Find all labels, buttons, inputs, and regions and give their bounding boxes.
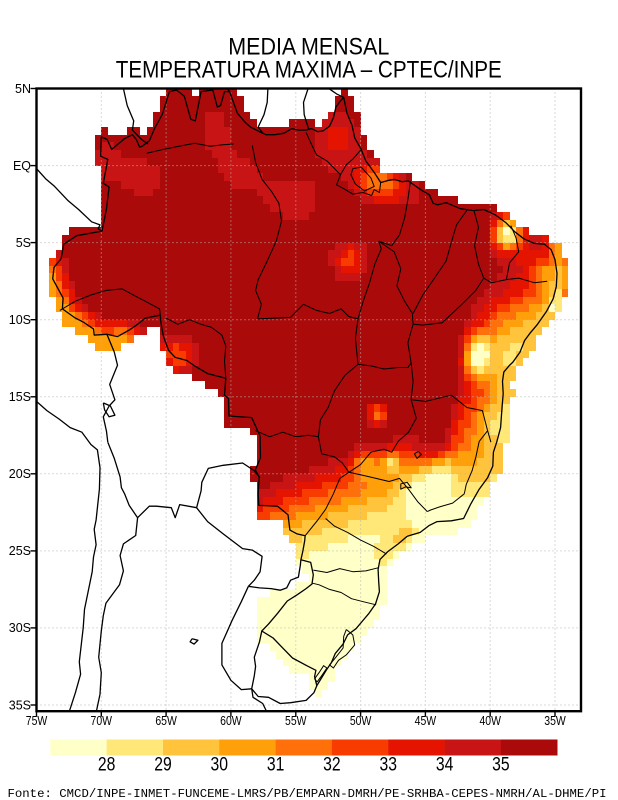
svg-text:35: 35 [492,754,510,776]
svg-text:5N: 5N [15,82,31,96]
svg-text:40W: 40W [479,714,501,728]
svg-text:30: 30 [211,754,229,776]
svg-text:65W: 65W [155,714,177,728]
svg-text:EQ: EQ [13,159,31,173]
svg-text:32: 32 [323,754,341,776]
svg-text:70W: 70W [91,714,113,728]
svg-text:55W: 55W [285,714,307,728]
svg-text:15S: 15S [9,390,31,404]
svg-text:Fonte: CMCD/INPE-INMET-FUNCEME: Fonte: CMCD/INPE-INMET-FUNCEME-LMRS/PB/E… [8,787,607,800]
svg-text:35S: 35S [9,698,31,712]
svg-text:35W: 35W [544,714,566,728]
svg-text:30S: 30S [9,621,31,635]
svg-text:31: 31 [267,754,285,776]
svg-text:MEDIA MENSAL: MEDIA MENSAL [228,34,389,61]
svg-text:5S: 5S [16,236,31,250]
svg-text:33: 33 [380,754,398,776]
svg-text:75W: 75W [26,714,48,728]
svg-text:50W: 50W [350,714,372,728]
svg-text:TEMPERATURA MAXIMA – CPTEC/INP: TEMPERATURA MAXIMA – CPTEC/INPE [116,57,502,84]
svg-text:60W: 60W [220,714,242,728]
svg-text:45W: 45W [415,714,437,728]
svg-text:20S: 20S [9,467,31,481]
svg-text:10S: 10S [9,313,31,327]
svg-text:29: 29 [154,754,172,776]
svg-text:25S: 25S [9,544,31,558]
svg-text:28: 28 [98,754,116,776]
svg-text:34: 34 [436,754,454,776]
